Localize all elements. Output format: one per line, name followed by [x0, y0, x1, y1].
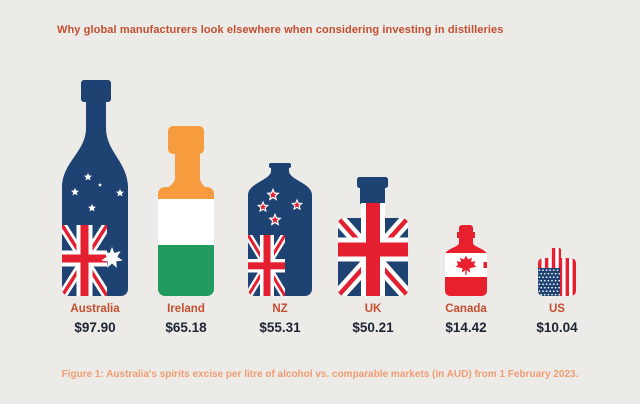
value-label: $14.42	[445, 319, 487, 335]
canada-flag-bottle-icon	[445, 225, 487, 296]
ireland-flag-bottle-icon	[158, 126, 214, 296]
bottle-column-canada: Canada $14.42	[421, 0, 511, 334]
chart-title: Why global manufacturers look elsewhere …	[57, 24, 504, 36]
bottle-column-ireland: Ireland $65.18	[141, 0, 231, 334]
figure-caption: Figure 1: Australia's spirits excise per…	[61, 369, 579, 380]
australia-flag-bottle-icon	[62, 80, 128, 296]
bottle-column-uk: UK $50.21	[328, 0, 418, 334]
country-label: Australia	[70, 303, 120, 315]
value-label: $65.18	[165, 319, 207, 335]
nz-flag-bottle-icon	[248, 163, 312, 296]
bottle-column-us: US $10.04	[512, 0, 602, 334]
country-label: Ireland	[167, 303, 205, 315]
country-label: UK	[364, 303, 382, 315]
value-label: $50.21	[352, 319, 394, 335]
bottle-column-nz: NZ $55.31	[235, 0, 325, 334]
value-label: $97.90	[74, 319, 116, 335]
country-label: NZ	[272, 303, 288, 315]
uk-flag-bottle-icon	[338, 177, 408, 296]
value-label: $55.31	[259, 319, 301, 335]
country-label: Canada	[445, 303, 487, 315]
us-flag-bottle-icon	[538, 248, 576, 296]
country-label: US	[549, 303, 565, 315]
value-label: $10.04	[536, 319, 578, 335]
bottle-column-australia: Australia $97.90	[50, 0, 140, 334]
